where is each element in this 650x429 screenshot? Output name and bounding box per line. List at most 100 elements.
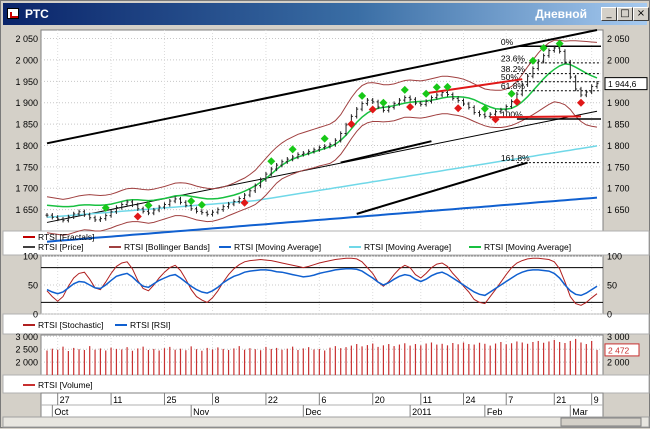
volume-ytick-label: 2 000 xyxy=(15,358,38,368)
fibonacci-level-label: 50% xyxy=(501,72,518,82)
minimize-button[interactable]: _ xyxy=(601,7,617,21)
oscillator-ytick-label-right: 100 xyxy=(607,252,622,262)
fibonacci-level-label: 161.8% xyxy=(501,153,530,163)
price-ytick-label-right: 1 750 xyxy=(607,162,630,172)
volume-legend-strip xyxy=(2,374,650,394)
fibonacci-level-label: 23.6% xyxy=(501,53,526,63)
oscillator-ytick-label: 100 xyxy=(23,252,38,262)
volume-ytick-label: 2 500 xyxy=(15,345,38,355)
fractal-up-marker xyxy=(555,39,564,48)
fractal-down-marker xyxy=(576,98,585,107)
fractal-down-marker xyxy=(512,97,521,106)
volume-ytick-label-right: 2 000 xyxy=(607,358,630,368)
fractal-up-marker xyxy=(400,85,409,94)
resistance-line xyxy=(425,78,523,95)
x-axis-day-label: 11 xyxy=(113,395,122,405)
price-ytick-label: 1 900 xyxy=(15,98,38,108)
price-legend-strip xyxy=(2,230,650,256)
fractal-down-marker xyxy=(406,102,415,111)
price-ytick-label-right: 1 900 xyxy=(607,98,630,108)
volume-ytick-label: 3 000 xyxy=(15,332,38,342)
x-axis-month-label: Dec xyxy=(305,407,322,417)
x-axis-day-label: 27 xyxy=(60,395,70,405)
moving-average-blue-line xyxy=(46,196,598,243)
close-button[interactable]: × xyxy=(633,7,649,21)
legend-label: RTSI [RSI] xyxy=(130,320,170,330)
price-ytick-label-right: 2 000 xyxy=(607,55,630,65)
price-ytick-label: 1 750 xyxy=(15,162,38,172)
price-ytick-label: 1 700 xyxy=(15,184,38,194)
fractal-up-marker xyxy=(101,203,110,212)
fractal-up-marker xyxy=(443,82,452,91)
x-axis-day-label: 25 xyxy=(166,395,176,405)
interval-label: Дневной xyxy=(535,7,587,21)
price-ytick-label-right: 1 650 xyxy=(607,205,630,215)
fibonacci-level-label: 38.2% xyxy=(501,64,526,74)
x-axis-day-label: 20 xyxy=(375,395,385,405)
price-ytick-label: 2 000 xyxy=(15,55,38,65)
price-ytick-label: 1 850 xyxy=(15,120,38,130)
last-volume-label: 2 472 xyxy=(608,345,630,355)
price-ytick-label: 1 800 xyxy=(15,141,38,151)
x-axis-month-label: 2011 xyxy=(412,407,431,417)
rsi-line xyxy=(46,268,598,297)
last-price-tag xyxy=(604,77,648,91)
legend-label: RTSI [Price] xyxy=(38,242,84,252)
fractal-down-marker xyxy=(454,104,463,113)
maximize-button[interactable]: □ xyxy=(617,7,633,21)
price-ytick-label: 1 950 xyxy=(15,77,38,87)
x-axis-month-label: Feb xyxy=(487,407,503,417)
legend-label: RTSI [Stochastic] xyxy=(38,320,104,330)
volume-ytick-label-right: 3 000 xyxy=(607,332,630,342)
trend-lower-line xyxy=(356,161,528,215)
legend-label: RTSI [Moving Average] xyxy=(234,242,321,252)
moving-average-cyan-line xyxy=(46,145,598,219)
fractal-up-marker xyxy=(432,83,441,92)
x-axis-day-label: 8 xyxy=(215,395,220,405)
x-axis-month-label: Oct xyxy=(54,407,69,417)
bollinger-lower-line xyxy=(46,101,598,236)
oscillator-ytick-label-right: 0 xyxy=(607,310,612,320)
channel-upper-line xyxy=(46,29,598,145)
price-ytick-label-right: 2 050 xyxy=(607,34,630,44)
price-ytick-label: 2 050 xyxy=(15,34,38,44)
fractal-up-marker xyxy=(187,197,196,206)
fractal-up-marker xyxy=(358,91,367,100)
fractal-up-marker xyxy=(144,201,153,210)
support-line xyxy=(490,115,581,119)
last-price-label: 1 944,6 xyxy=(608,79,637,89)
x-axis-month-label: Nov xyxy=(193,407,210,417)
fractal-up-marker xyxy=(539,43,548,52)
fractal-up-marker xyxy=(267,157,276,166)
fractal-up-marker xyxy=(197,200,206,209)
last-volume-tag xyxy=(604,343,640,357)
trend-segment-line xyxy=(340,140,432,164)
legend-label: RTSI [Moving Average] xyxy=(364,242,451,252)
fractal-up-marker xyxy=(379,98,388,107)
scrollbar-thumb[interactable] xyxy=(560,417,642,427)
horizontal-scrollbar xyxy=(2,416,650,428)
fractal-up-marker xyxy=(422,89,431,98)
volume-pane xyxy=(40,334,604,376)
fractal-up-marker xyxy=(480,104,489,113)
fractal-up-marker xyxy=(288,145,297,154)
fractal-up-marker xyxy=(320,134,329,143)
fibonacci-level-label: 100% xyxy=(501,109,523,119)
price-ytick-label: 1 650 xyxy=(15,205,38,215)
oscillator-ytick-label-right: 50 xyxy=(607,281,617,291)
x-axis-day-label: 7 xyxy=(508,395,513,405)
stochastic-line xyxy=(46,257,598,306)
price-ytick-label-right: 1 700 xyxy=(607,184,630,194)
chart-app-icon xyxy=(7,8,19,19)
fractal-up-marker xyxy=(528,56,537,65)
title-bar[interactable]: РТС Дневной _ □ × xyxy=(3,3,649,25)
fractal-down-marker xyxy=(133,212,142,221)
fractal-down-marker xyxy=(240,198,249,207)
x-axis-day-label: 21 xyxy=(556,395,566,405)
fractal-down-marker xyxy=(491,115,500,124)
x-axis-month-label: Mar xyxy=(572,407,588,417)
bollinger-upper-line xyxy=(46,39,598,200)
x-axis-day-label: 6 xyxy=(321,395,326,405)
